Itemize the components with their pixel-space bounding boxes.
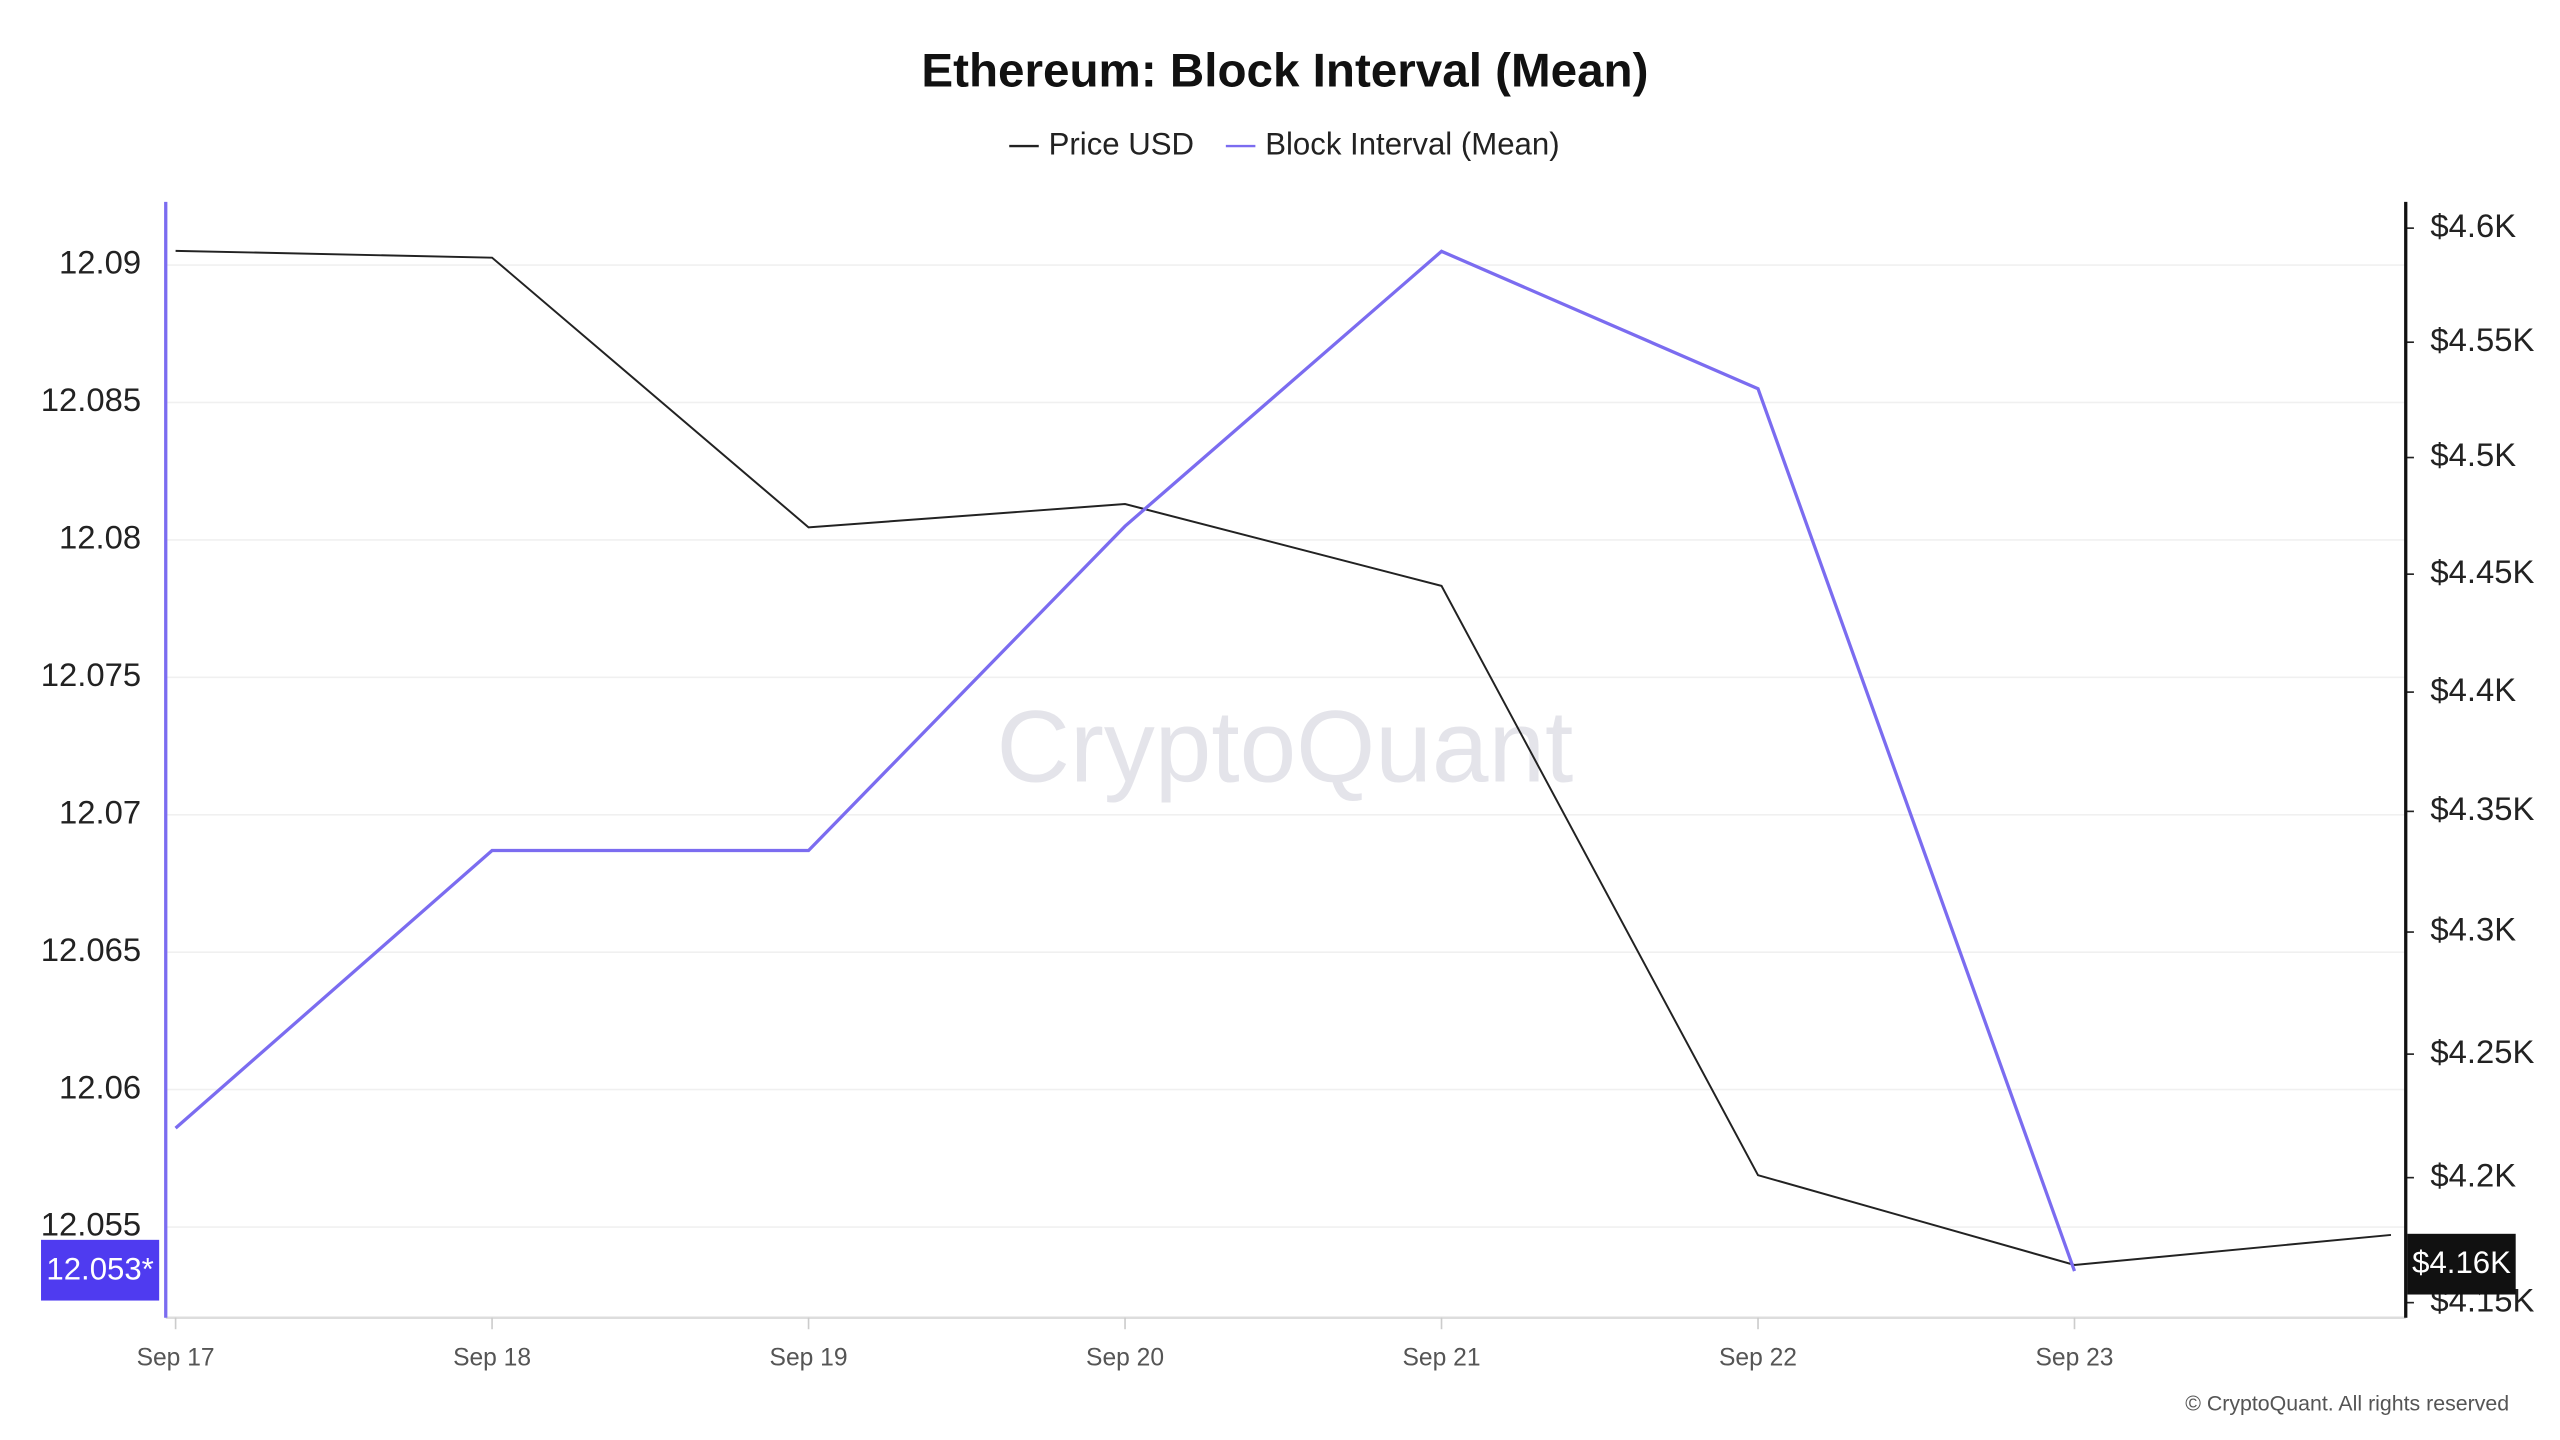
y2-tick-label: $4.55K (2430, 321, 2534, 358)
y2-tick-label: $4.6K (2430, 207, 2516, 244)
x-tick-label: Sep 23 (2035, 1344, 2113, 1371)
x-tick-label: Sep 18 (453, 1344, 531, 1371)
y2-tick-label: $4.45K (2430, 553, 2534, 590)
y2-tick-label: $4.5K (2430, 436, 2516, 473)
y-tick-label: 12.08 (59, 519, 141, 556)
watermark: CryptoQuant (997, 690, 1574, 804)
y-tick-label: 12.09 (59, 244, 141, 281)
footer: © CryptoQuant. All rights reserved (2185, 1391, 2509, 1415)
y2-tick-label: $4.35K (2430, 790, 2534, 827)
x-tick-label: Sep 22 (1719, 1344, 1797, 1371)
y-tick-label: 12.075 (41, 656, 141, 693)
y2-tick-label: $4.4K (2430, 671, 2516, 708)
y-tick-label: 12.085 (41, 381, 141, 418)
legend-label: Price USD (1049, 126, 1194, 161)
chart-title: Ethereum: Block Interval (Mean) (921, 44, 1648, 97)
y2-tick-label: $4.3K (2430, 911, 2516, 948)
y2-tick-label: $4.25K (2430, 1033, 2534, 1070)
x-tick-label: Sep 20 (1086, 1344, 1164, 1371)
y2-marker-label: $4.16K (2412, 1245, 2511, 1280)
y2-marker-box (2407, 1233, 2516, 1295)
y-tick-label: 12.055 (41, 1206, 141, 1243)
series-line (174, 249, 2077, 1272)
legend-label: Block Interval (Mean) (1265, 126, 1559, 161)
y-tick-label: 12.07 (59, 793, 141, 830)
x-tick-label: Sep 17 (137, 1344, 215, 1371)
y-marker-box (41, 1239, 160, 1301)
y-marker-label: 12.053* (46, 1251, 153, 1286)
x-tick-label: Sep 21 (1403, 1344, 1481, 1371)
y-tick-label: 12.065 (41, 931, 141, 968)
series-line (175, 249, 2392, 1266)
x-tick-label: Sep 19 (770, 1344, 848, 1371)
y-tick-label: 12.06 (59, 1068, 141, 1105)
y2-tick-label: $4.2K (2430, 1156, 2516, 1193)
